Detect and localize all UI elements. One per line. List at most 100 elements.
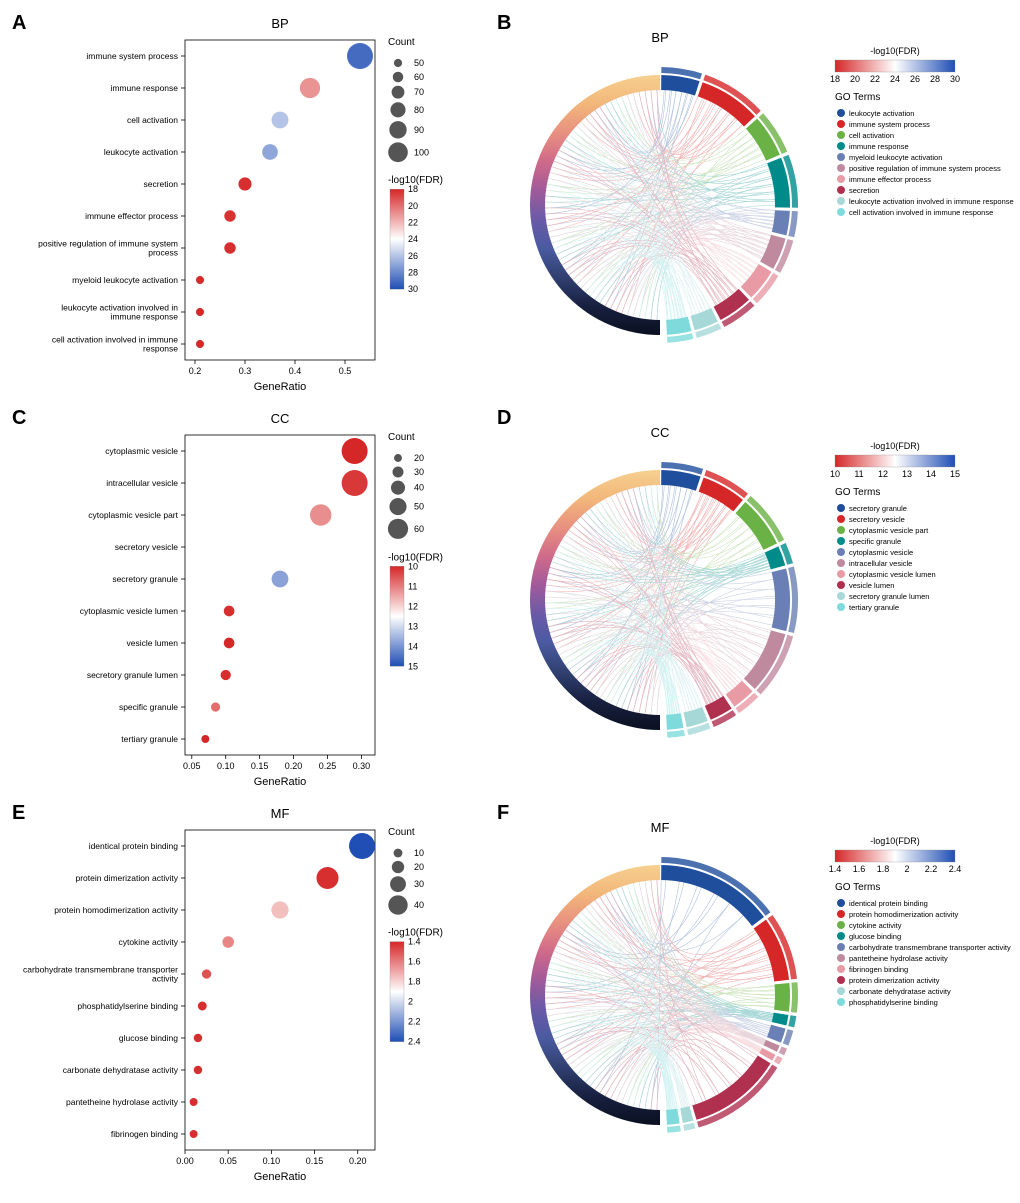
data-point	[222, 936, 234, 948]
category-label: protein dimerization activity	[75, 873, 178, 883]
go-legend-label: immune system process	[849, 120, 930, 129]
go-legend-dot	[837, 559, 845, 567]
chord-fdr-tick: 14	[926, 469, 936, 479]
go-outer-arc	[667, 730, 685, 738]
go-legend-dot	[837, 175, 845, 183]
go-legend-label: myeloid leukocyte activation	[849, 153, 942, 162]
go-arc	[772, 1013, 789, 1026]
panel-D: D CC-log10(FDR)101112131415GO Termssecre…	[495, 405, 1015, 795]
x-tick: 0.25	[319, 761, 337, 771]
category-label: secretory vesicle	[115, 542, 179, 552]
x-tick: 0.3	[239, 366, 252, 376]
x-tick: 0.00	[176, 1156, 194, 1166]
category-label: immune response	[110, 312, 178, 322]
data-point	[224, 242, 235, 253]
panel-A: A BP0.20.30.40.5GeneRatioimmune system p…	[10, 10, 490, 400]
fdr-tick: 2.2	[408, 1017, 421, 1027]
data-point	[310, 504, 331, 525]
go-outer-arc	[788, 1015, 796, 1027]
data-point	[347, 43, 373, 69]
fdr-tick: 1.6	[408, 957, 421, 967]
figure-grid: A BP0.20.30.40.5GeneRatioimmune system p…	[10, 10, 1010, 1190]
go-legend-dot	[837, 581, 845, 589]
chord-fdr-tick: 24	[890, 74, 900, 84]
go-legend-dot	[837, 987, 845, 995]
x-tick: 0.05	[183, 761, 201, 771]
fdr-tick: 15	[408, 661, 418, 671]
go-arc	[772, 568, 790, 631]
data-point	[201, 735, 209, 743]
go-legend-dot	[837, 142, 845, 150]
go-legend-title: GO Terms	[835, 487, 880, 498]
go-legend-label: positive regulation of immune system pro…	[849, 164, 1001, 173]
fdr-tick: 11	[408, 581, 417, 591]
go-legend-dot	[837, 164, 845, 172]
category-label: specific granule	[119, 702, 178, 712]
go-legend-label: protein homodimerization activity	[849, 910, 958, 919]
count-legend-dot	[392, 86, 405, 99]
go-legend-label: pantetheine hydrolase activity	[849, 954, 948, 963]
count-legend-dot	[394, 454, 402, 462]
go-legend-label: secretion	[849, 186, 879, 195]
count-legend-dot	[391, 481, 405, 495]
panel-B: B BP-log10(FDR)18202224262830GO Termsleu…	[495, 10, 1015, 400]
data-point	[190, 1130, 198, 1138]
go-legend-dot	[837, 131, 845, 139]
ribbon	[616, 255, 726, 311]
category-label: process	[148, 248, 178, 258]
go-legend-title: GO Terms	[835, 92, 880, 103]
fdr-tick: 28	[408, 267, 418, 277]
chord-fdr-tick: 28	[930, 74, 940, 84]
fdr-tick: 22	[408, 217, 418, 227]
go-arc	[666, 1109, 679, 1125]
ribbon-group	[545, 90, 775, 320]
count-legend-label: 60	[414, 72, 424, 82]
category-label: fibrinogen binding	[111, 1129, 178, 1139]
category-label: identical protein binding	[89, 841, 179, 851]
go-legend-dot	[837, 592, 845, 600]
go-legend-dot	[837, 208, 845, 216]
go-legend-dot	[837, 526, 845, 534]
go-arc	[714, 289, 749, 320]
chord-fdr-tick: 11	[854, 469, 863, 479]
data-point	[272, 112, 289, 129]
fdr-tick: 20	[408, 201, 418, 211]
chord-fdr-tick: 13	[902, 469, 912, 479]
category-label: protein homodimerization activity	[54, 905, 179, 915]
count-legend-dot	[393, 72, 404, 83]
count-legend-label: 80	[414, 105, 424, 115]
chord-fdr-tick: 2	[904, 864, 909, 874]
data-point	[316, 867, 338, 889]
gene-arc	[530, 470, 660, 730]
category-label: myeloid leukocyte activation	[72, 275, 178, 285]
x-tick: 0.20	[285, 761, 303, 771]
fdr-colorbar	[390, 942, 404, 1042]
go-outer-arc	[791, 982, 798, 1013]
category-label: carbonate dehydratase activity	[63, 1065, 179, 1075]
fdr-tick: 26	[408, 251, 418, 261]
count-legend-dot	[390, 876, 406, 892]
x-tick: 0.10	[217, 761, 235, 771]
count-legend-dot	[393, 467, 404, 478]
go-legend-dot	[837, 943, 845, 951]
data-point	[190, 1098, 198, 1106]
fdr-tick: 14	[408, 641, 418, 651]
x-tick: 0.20	[349, 1156, 367, 1166]
category-label: response	[143, 344, 178, 354]
count-legend-dot	[392, 861, 404, 873]
count-legend-label: 50	[414, 58, 424, 68]
data-point	[224, 638, 235, 649]
go-legend-label: fibrinogen binding	[849, 965, 908, 974]
go-legend-dot	[837, 921, 845, 929]
chord-title: CC	[651, 425, 670, 440]
fdr-tick: 30	[408, 284, 418, 294]
fdr-tick: 13	[408, 621, 418, 631]
go-legend-label: cell activation	[849, 131, 894, 140]
x-tick: 0.5	[339, 366, 352, 376]
go-legend-dot	[837, 976, 845, 984]
x-tick: 0.15	[251, 761, 269, 771]
go-legend-dot	[837, 998, 845, 1006]
data-point	[194, 1034, 202, 1042]
go-legend-dot	[837, 153, 845, 161]
chord-fdr-tick: 10	[830, 469, 840, 479]
